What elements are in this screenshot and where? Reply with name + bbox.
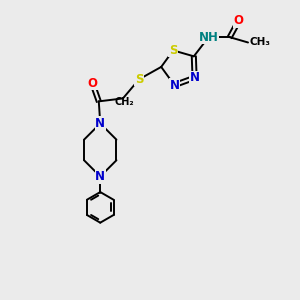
Text: N: N: [190, 71, 200, 84]
Text: O: O: [234, 14, 244, 28]
Text: S: S: [169, 44, 178, 57]
Text: NH: NH: [199, 31, 218, 44]
Text: S: S: [135, 73, 143, 86]
Text: CH₃: CH₃: [250, 38, 271, 47]
Text: N: N: [169, 79, 179, 92]
Text: N: N: [95, 117, 105, 130]
Text: CH₂: CH₂: [115, 97, 134, 107]
Text: O: O: [87, 76, 97, 90]
Text: N: N: [95, 170, 105, 183]
